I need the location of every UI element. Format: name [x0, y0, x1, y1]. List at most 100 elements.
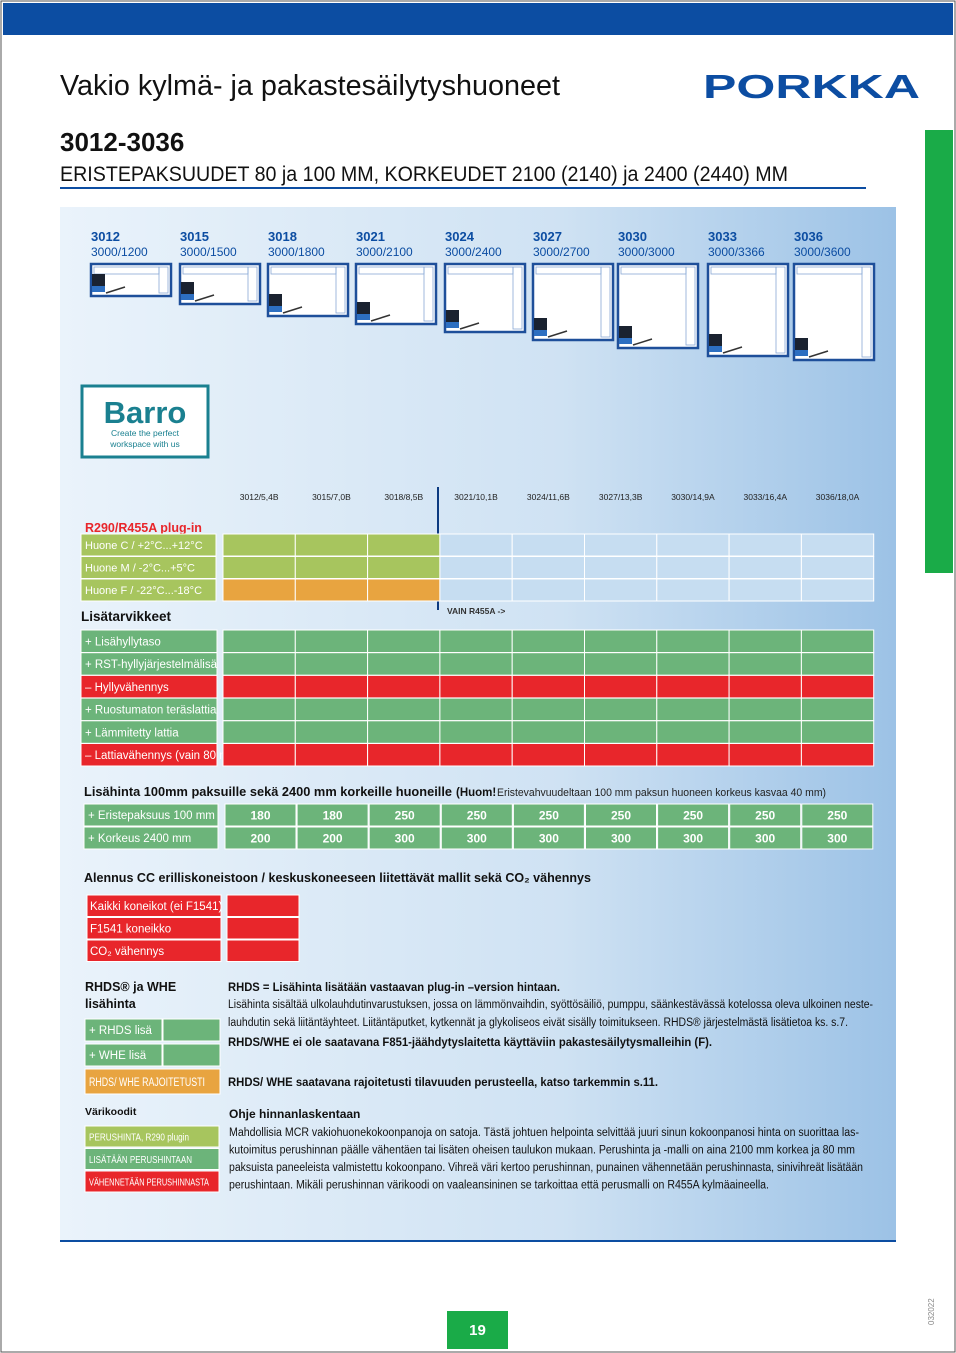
door [459, 322, 480, 330]
row-label: CO₂ vähennys [90, 946, 164, 958]
row-label: + Lisähyllytaso [85, 637, 161, 649]
cell [439, 533, 513, 557]
shelf [535, 266, 602, 275]
cell [511, 533, 586, 557]
volume: 3012/5,4B [240, 492, 279, 502]
price: 300 [467, 832, 487, 846]
cell [800, 533, 875, 557]
model-size: 3000/1200 [91, 245, 148, 259]
cell [728, 743, 802, 767]
row-label: Huone C / +2°C...+12°C [85, 540, 203, 552]
price: 250 [755, 809, 775, 823]
unit [92, 286, 105, 292]
model-code: 3027 [533, 229, 562, 244]
cell [801, 826, 874, 850]
price: 250 [539, 809, 559, 823]
price: 300 [755, 832, 775, 846]
section-title: Ohje hinnanlaskentaan [229, 1107, 360, 1121]
note-line: RHDS/ WHE saatavana rajoitetusti tilavuu… [228, 1077, 658, 1089]
model-code: 3036 [794, 229, 823, 244]
note: Eristevahvuudeltaan 100 mm paksun huonee… [497, 787, 826, 799]
section-title: Värikoodit [85, 1106, 137, 1118]
price: 300 [539, 832, 559, 846]
model-code: 3024 [445, 229, 475, 244]
cell [656, 578, 730, 602]
cell [801, 803, 874, 827]
title: Vakio kylmä- ja pakastesäilytyshuoneet [60, 70, 560, 102]
cell [656, 533, 730, 557]
cell [294, 652, 369, 676]
cell [439, 629, 513, 653]
cell [367, 720, 441, 744]
row-label: Huone F / -22°C...-18°C [85, 585, 202, 597]
label-cell [84, 1018, 163, 1042]
shelf [182, 266, 249, 275]
color-label: VÄHENNETÄÄN PERUSHINNASTA [89, 1177, 209, 1189]
price: 180 [323, 809, 343, 823]
top-bar [3, 3, 953, 35]
color-code [84, 1125, 220, 1148]
cell [729, 826, 802, 850]
shelf [861, 266, 872, 358]
door [105, 286, 126, 294]
unit [181, 294, 194, 300]
barro-tagline: Create the perfect [111, 428, 180, 438]
barro-box [80, 384, 210, 459]
cell [440, 803, 513, 827]
cell [511, 743, 586, 767]
cell [222, 652, 296, 676]
door [808, 350, 829, 358]
cell [294, 697, 369, 722]
unit [709, 346, 722, 352]
paragraph-line: kutoimitus perushinnan päälle vähentäen … [229, 1145, 855, 1157]
cell [728, 720, 802, 744]
subtitle: ERISTEPAKSUUDET 80 ja 100 MM, KORKEUDET … [60, 163, 788, 186]
cell [512, 826, 585, 850]
model-size: 3000/3000 [618, 245, 675, 259]
cell [162, 1043, 221, 1067]
cell [439, 652, 513, 676]
cell [222, 533, 296, 557]
color-code [84, 1148, 220, 1170]
cell [656, 629, 730, 653]
cell [439, 674, 513, 699]
row-label: + Lämmitetty lattia [85, 727, 179, 739]
doc-code: 032022 [927, 1298, 936, 1325]
cell [511, 697, 586, 722]
volume: 3018/8,5B [384, 492, 423, 502]
shelf [158, 266, 169, 294]
note-line: RHDS/WHE ei ole saatavana F851-jäähdytys… [228, 1037, 712, 1049]
model-code: 3033 [708, 229, 737, 244]
cell [800, 743, 875, 767]
price: 250 [611, 809, 631, 823]
note-line: lauhdutin sekä liitäntäyhteet. Liitäntäp… [228, 1017, 848, 1029]
section-title: Lisätarvikkeet [81, 609, 172, 624]
unit [357, 314, 370, 320]
cell [512, 803, 585, 827]
cell [584, 578, 658, 602]
unit [446, 322, 459, 328]
cell [585, 803, 657, 827]
cell [800, 652, 875, 676]
shelf [270, 266, 337, 275]
label-cell [83, 826, 219, 850]
cell [729, 803, 802, 827]
model-code: 3030 [618, 229, 647, 244]
row-label: + RHDS lisä [89, 1025, 153, 1037]
cell [728, 697, 802, 722]
section-title: Lisähinta 100mm paksuille sekä 2400 mm k… [84, 785, 452, 799]
model-size: 3000/2400 [445, 245, 502, 259]
cell [296, 826, 369, 850]
shelf [247, 266, 258, 302]
cell [226, 939, 300, 962]
section-title: R290/R455A plug-in [85, 521, 202, 535]
cell [222, 720, 296, 744]
cell [584, 674, 658, 699]
barro-tagline: workspace with us [109, 439, 179, 449]
color-label: PERUSHINTA, R290 plugin [89, 1132, 189, 1144]
volume: 3015/7,0B [312, 492, 351, 502]
cell [367, 697, 441, 722]
unit [534, 330, 547, 336]
cell [224, 803, 297, 827]
